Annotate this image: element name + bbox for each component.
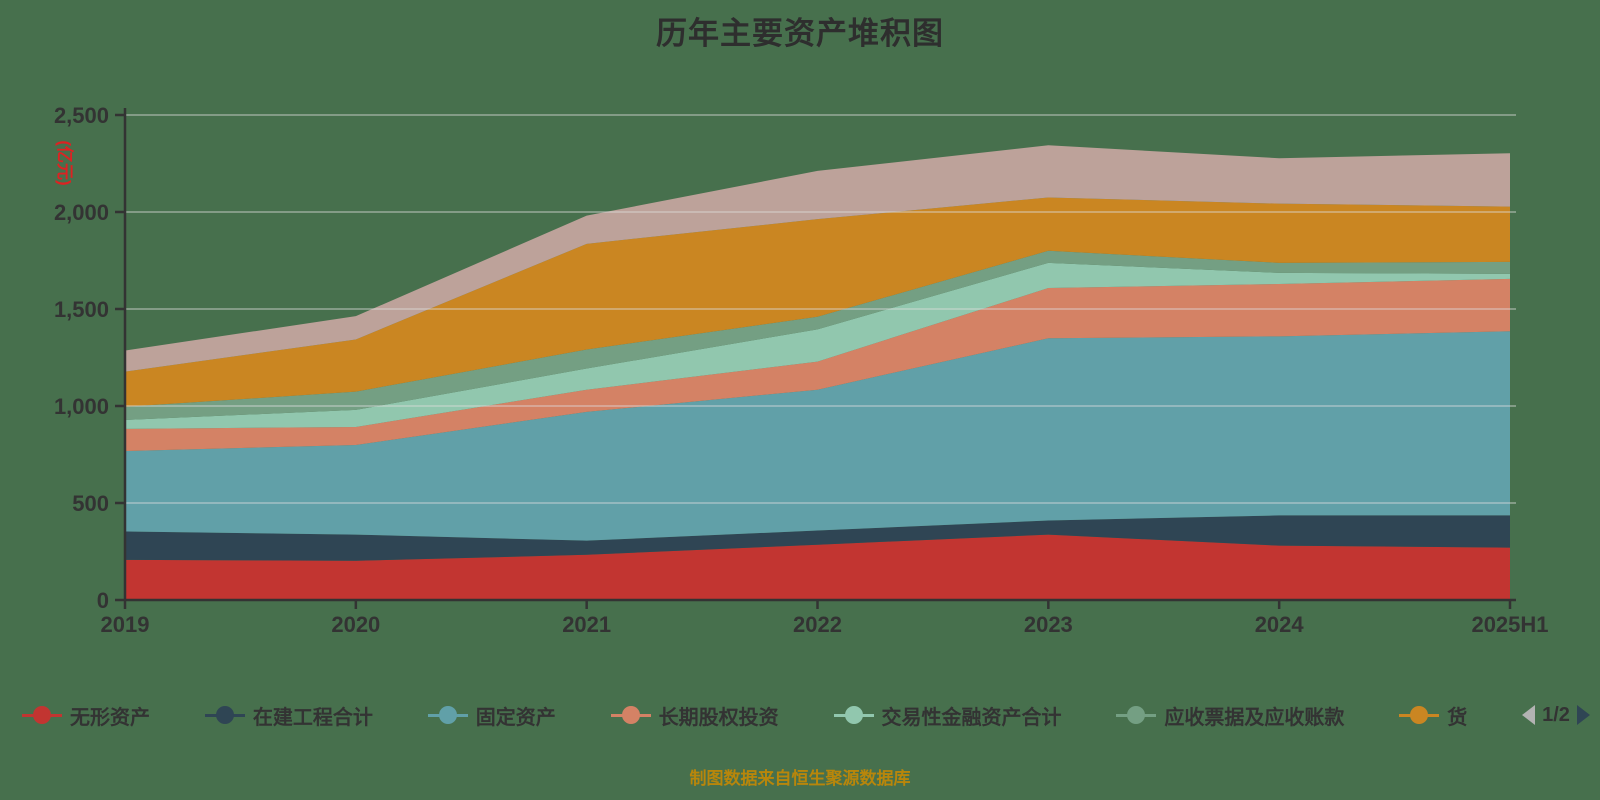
legend-marker-icon	[22, 705, 62, 725]
y-tick-label: 2,000	[54, 200, 109, 225]
x-tick-label: 2021	[562, 612, 611, 637]
legend-prev-icon[interactable]	[1522, 705, 1536, 725]
y-tick-label: 1,000	[54, 394, 109, 419]
legend-item-label: 长期股权投资	[658, 706, 779, 729]
legend-item-label: 应收票据及应收账款	[1164, 706, 1345, 729]
y-tick-label: 2,500	[54, 103, 109, 128]
y-tick-label: 500	[72, 491, 109, 516]
legend-item-label: 无形资产	[70, 706, 150, 729]
legend-item-label: 交易性金融资产合计	[881, 706, 1062, 729]
area-band-货[interactable]	[125, 197, 1510, 407]
legend-pager: 1/2	[1522, 704, 1590, 727]
area-band-固定资产[interactable]	[125, 331, 1510, 541]
area-band-长期股权投资[interactable]	[125, 278, 1510, 452]
x-tick-label: 2023	[1024, 612, 1073, 637]
x-tick-label: 2024	[1255, 612, 1305, 637]
legend-marker-icon	[833, 705, 874, 725]
legend-item-固定资产[interactable]: 固定资产	[427, 701, 556, 730]
legend-marker-icon	[1116, 705, 1157, 725]
legend-page-indicator: 1/2	[1542, 703, 1570, 726]
y-tick-label: 0	[97, 588, 109, 613]
area-band-应收票据及应收账款[interactable]	[125, 250, 1510, 420]
legend-marker-icon	[1399, 705, 1440, 725]
chart-title: 历年主要资产堆积图	[656, 16, 944, 51]
legend-marker-icon	[204, 705, 245, 725]
x-tick-label: 2019	[101, 612, 150, 637]
legend-item-货[interactable]: 货	[1399, 701, 1467, 730]
legend-item-label: 在建工程合计	[252, 706, 373, 729]
legend: 无形资产 在建工程合计 固定资产 长期股权投资 交易性金融资产合计 应收票据及应收账款货 …	[0, 698, 1600, 732]
area-band-在建工程合计[interactable]	[125, 515, 1510, 561]
y-tick-label: 1,500	[54, 297, 109, 322]
x-tick-label: 2022	[793, 612, 842, 637]
legend-item-无形资产[interactable]: 无形资产	[22, 701, 150, 730]
legend-item-label: 固定资产	[475, 706, 556, 729]
legend-marker-icon	[610, 705, 651, 725]
legend-item-长期股权投资[interactable]: 长期股权投资	[610, 701, 779, 730]
legend-item-交易性金融资产合计[interactable]: 交易性金融资产合计	[833, 701, 1062, 730]
x-tick-label: 2020	[331, 612, 380, 637]
area-band-无形资产[interactable]	[125, 534, 1510, 600]
legend-item-在建工程合计[interactable]: 在建工程合计	[204, 701, 373, 730]
area-band-series-8[interactable]	[125, 145, 1510, 372]
legend-next-icon[interactable]	[1576, 705, 1590, 725]
x-tick-label: 2025H1	[1471, 612, 1548, 637]
legend-item-应收票据及应收账款[interactable]: 应收票据及应收账款	[1116, 701, 1344, 730]
data-source-note: 制图数据来自恒生聚源数据库	[689, 769, 911, 788]
area-band-交易性金融资产合计[interactable]	[125, 262, 1510, 429]
legend-marker-icon	[427, 705, 468, 725]
legend-item-label: 货	[1447, 706, 1468, 729]
